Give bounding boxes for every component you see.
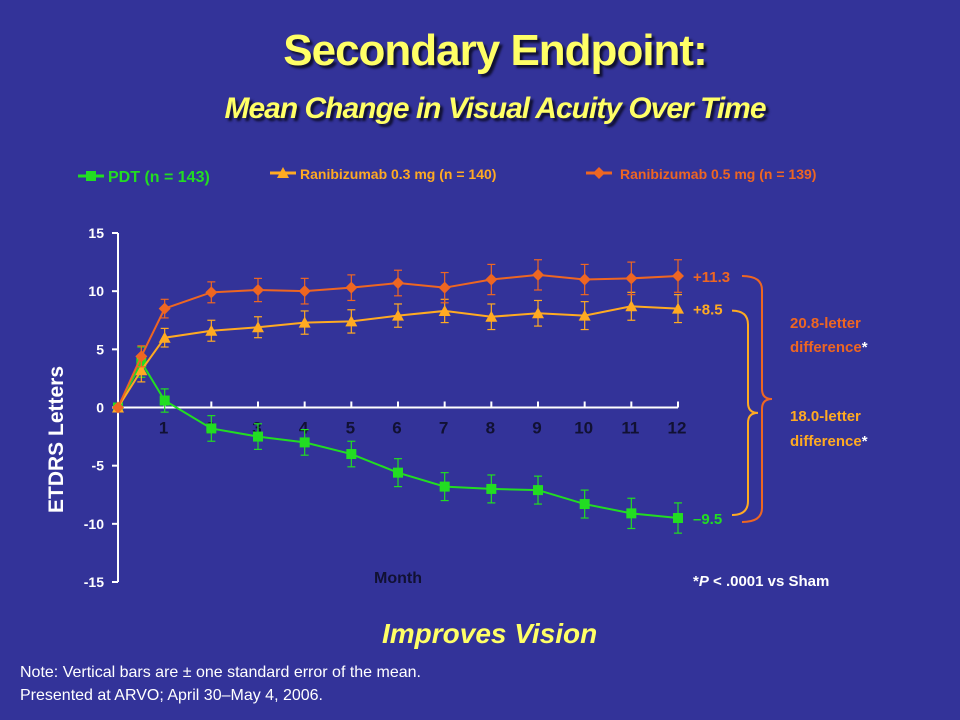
data-point: [532, 307, 544, 319]
data-point: [625, 300, 638, 312]
data-point: [485, 273, 498, 286]
legend-item-0: PDT (n = 143): [78, 169, 210, 186]
series-line: [117, 273, 679, 408]
diff-bottom-label: 18.0-letter: [790, 408, 861, 425]
x-tick-label: 9: [532, 419, 541, 438]
data-point: [532, 268, 544, 281]
data-point: [438, 281, 451, 294]
data-point: [486, 483, 497, 494]
data-point: [345, 281, 358, 294]
x-tick-label: 8: [486, 419, 495, 438]
data-point: [392, 309, 404, 321]
x-tick-label: 12: [668, 419, 687, 438]
data-point: [135, 364, 148, 376]
x-tick-label: 10: [574, 419, 593, 438]
diff-top-label: 20.8-letter: [790, 315, 861, 332]
y-tick-label: 5: [96, 341, 104, 357]
y-tick-label: 0: [96, 400, 104, 416]
y-tick-label: 10: [88, 283, 104, 299]
data-point: [205, 324, 218, 336]
data-point: [533, 485, 543, 496]
y-tick-label: 15: [88, 225, 104, 241]
data-point: [158, 302, 171, 315]
x-axis-title: Month: [374, 570, 422, 587]
series-end-label: +8.5: [693, 302, 723, 319]
footnote-error-bars: Note: Vertical bars are ± one standard e…: [20, 664, 421, 681]
data-point: [485, 310, 498, 322]
legend-label: Ranibizumab 0.3 mg (n = 140): [300, 166, 496, 182]
series-end-label: +11.3: [693, 269, 730, 286]
legend-item-2: Ranibizumab 0.5 mg (n = 139): [586, 166, 816, 182]
data-point: [252, 284, 264, 297]
data-point: [159, 395, 170, 406]
x-tick-label: 6: [392, 419, 401, 438]
legend-swatch-marker: [593, 167, 605, 179]
data-point: [672, 270, 684, 283]
data-point: [158, 331, 171, 343]
data-point: [578, 309, 591, 321]
brace-top-difference: [741, 275, 773, 524]
data-point: [578, 273, 591, 286]
legend-label: PDT (n = 143): [108, 169, 210, 186]
chart-legend: PDT (n = 143) Ranibizumab 0.3 mg (n = 140…: [78, 166, 816, 186]
chart-annotations: 20.8-letter difference* 18.0-letter differe…: [693, 275, 868, 590]
slide-subtitle: Mean Change in Visual Acuity Over Time: [224, 92, 766, 125]
data-point: [252, 321, 264, 333]
legend-swatch-marker: [86, 171, 96, 181]
chart-series: –9.5 +8.5 +11.3: [112, 259, 730, 534]
data-point: [626, 508, 637, 519]
data-point: [625, 272, 638, 285]
y-tick-label: -5: [92, 458, 105, 474]
legend-item-1: Ranibizumab 0.3 mg (n = 140): [270, 166, 496, 182]
data-point: [438, 304, 451, 316]
y-tick-label: -10: [84, 516, 104, 532]
data-point: [298, 316, 311, 328]
x-tick-label: 11: [621, 419, 639, 438]
data-point: [579, 499, 590, 510]
data-point: [673, 513, 683, 524]
y-axis-title: ETDRS Letters: [45, 366, 68, 513]
data-point: [393, 467, 403, 478]
y-tick-label: -15: [84, 574, 104, 590]
legend-label: Ranibizumab 0.5 mg (n = 139): [620, 166, 816, 182]
data-point: [135, 350, 148, 363]
diff-bottom-label: difference*: [790, 433, 868, 450]
tagline: Improves Vision: [382, 618, 598, 649]
x-tick-label: 4: [299, 419, 309, 438]
data-point: [206, 423, 217, 434]
data-point: [253, 431, 263, 442]
series-line: [117, 360, 679, 520]
series-1: +8.5: [112, 291, 723, 413]
data-point: [298, 285, 311, 298]
brace-bottom-difference: [731, 309, 759, 517]
data-point: [112, 401, 124, 414]
data-point: [346, 449, 357, 460]
data-point: [205, 286, 218, 299]
series-line: [117, 305, 679, 409]
x-tick-label: 3: [252, 419, 261, 438]
data-point: [672, 302, 684, 314]
diff-top-label: difference*: [790, 339, 868, 356]
slide-title: Secondary Endpoint:: [283, 26, 707, 75]
data-point: [345, 315, 358, 327]
x-tick-label: 1: [159, 419, 168, 438]
significance-note: *P < .0001 vs Sham: [693, 573, 829, 590]
x-tick-label: 7: [439, 419, 448, 438]
series-2: +11.3: [112, 259, 730, 414]
data-point: [439, 481, 450, 492]
source-citation: Presented at ARVO; April 30–May 4, 2006.: [20, 687, 323, 704]
data-point: [392, 277, 404, 290]
x-tick-label: 5: [346, 419, 355, 438]
series-end-label: –9.5: [693, 511, 722, 528]
series-0: –9.5: [113, 346, 722, 534]
legend-swatch-marker: [277, 167, 289, 178]
data-point: [299, 437, 310, 448]
